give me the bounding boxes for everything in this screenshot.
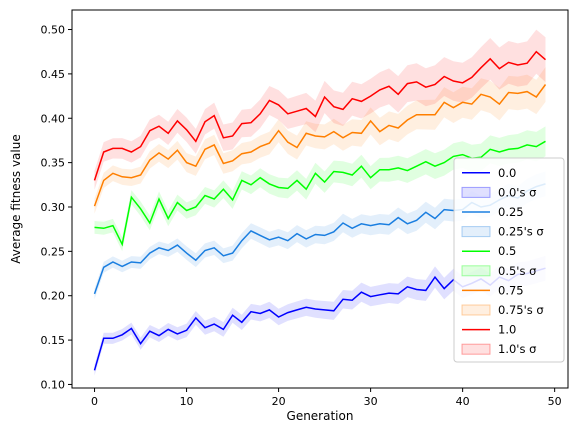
- legend-label: 1.0's σ: [498, 342, 536, 356]
- legend: 0.0 0.0's σ 0.25 0.25's σ 0.5 0.5's σ 0.75 0.75…: [453, 157, 565, 363]
- sigma-band-0: [94, 255, 546, 376]
- legend-band-swatch: [461, 226, 491, 238]
- y-tick-label: 0.15: [41, 334, 66, 347]
- x-tick-label: 30: [364, 395, 378, 408]
- y-tick-label: 0.50: [41, 24, 66, 37]
- sigma-band-2: [94, 126, 546, 252]
- y-tick-label: 0.20: [41, 290, 66, 303]
- legend-label: 0.0's σ: [498, 185, 536, 199]
- legend-label: 0.5's σ: [498, 264, 536, 278]
- sigma-band-4: [94, 29, 546, 190]
- y-tick-label: 0.10: [41, 378, 66, 391]
- x-axis-ticks: 0 10 20 30 40 50: [91, 388, 562, 408]
- legend-band-swatch: [461, 186, 491, 198]
- plot-frame: [71, 9, 569, 389]
- y-axis-label: Average fitness value: [9, 134, 23, 263]
- x-tick-label: 20: [272, 395, 286, 408]
- y-tick-label: 0.30: [41, 201, 66, 214]
- legend-label: 0.25: [498, 205, 524, 219]
- series-line-3: [93, 84, 547, 207]
- y-tick-label: 0.45: [41, 68, 66, 81]
- legend-band-swatch: [461, 265, 491, 277]
- x-axis-label: Generation: [287, 409, 354, 423]
- legend-label: 1.0: [498, 323, 516, 337]
- y-tick-label: 0.40: [41, 112, 66, 125]
- legend-label: 0.0: [498, 166, 516, 180]
- x-tick-label: 40: [456, 395, 470, 408]
- legend-label: 0.75: [498, 283, 524, 297]
- y-axis-ticks: 0.10 0.15 0.20 0.25 0.30 0.35 0.40 0.45 0.50: [41, 24, 72, 391]
- legend-band-swatch: [461, 343, 491, 355]
- x-tick-label: 50: [548, 395, 562, 408]
- legend-label: 0.25's σ: [498, 225, 544, 239]
- y-tick-label: 0.35: [41, 157, 66, 170]
- legend-label: 0.5: [498, 244, 516, 258]
- legend-band-swatch: [461, 304, 491, 316]
- series-line-4: [93, 50, 546, 181]
- y-tick-label: 0.25: [41, 245, 66, 258]
- x-tick-label: 10: [180, 395, 194, 408]
- legend-box: [453, 157, 565, 363]
- sigma-band-3: [94, 67, 546, 214]
- legend-label: 0.75's σ: [498, 303, 544, 317]
- x-tick-label: 0: [91, 395, 98, 408]
